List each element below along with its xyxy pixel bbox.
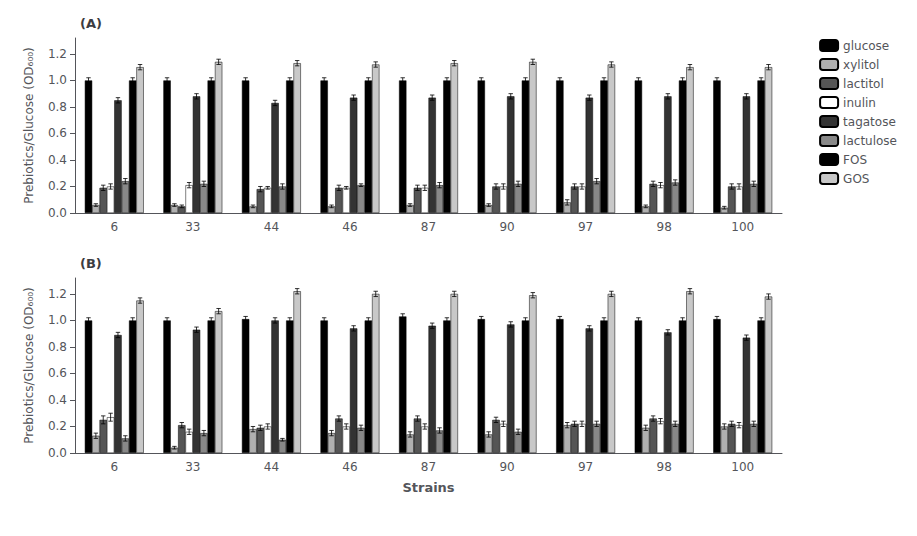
svg-text:6: 6 (110, 460, 118, 474)
svg-text:0.8: 0.8 (48, 340, 67, 354)
svg-text:0.4: 0.4 (48, 153, 67, 167)
svg-text:xylitol: xylitol (843, 58, 879, 72)
svg-text:Strains: Strains (402, 480, 454, 495)
svg-text:(B): (B) (80, 256, 102, 271)
svg-text:90: 90 (499, 220, 514, 234)
svg-text:lactitol: lactitol (843, 77, 884, 91)
svg-text:33: 33 (185, 460, 200, 474)
svg-text:98: 98 (657, 460, 672, 474)
svg-text:lactulose: lactulose (843, 134, 897, 148)
svg-text:0.8: 0.8 (48, 100, 67, 114)
svg-text:97: 97 (578, 220, 593, 234)
svg-text:Prebiotics/Glucose (OD₆₀₀): Prebiotics/Glucose (OD₆₀₀) (22, 287, 36, 443)
svg-text:glucose: glucose (843, 39, 889, 53)
svg-text:6: 6 (110, 220, 118, 234)
svg-text:tagatose: tagatose (843, 115, 896, 129)
svg-text:Prebiotics/Glucose (OD₆₀₀): Prebiotics/Glucose (OD₆₀₀) (22, 47, 36, 203)
svg-text:0.6: 0.6 (48, 366, 67, 380)
svg-text:0.0: 0.0 (48, 206, 67, 220)
svg-text:0.0: 0.0 (48, 446, 67, 460)
svg-text:1.0: 1.0 (48, 313, 67, 327)
svg-text:46: 46 (342, 220, 357, 234)
svg-text:100: 100 (731, 220, 754, 234)
svg-text:44: 44 (264, 220, 279, 234)
svg-text:0.2: 0.2 (48, 179, 67, 193)
svg-text:33: 33 (185, 220, 200, 234)
svg-text:97: 97 (578, 460, 593, 474)
svg-text:0.6: 0.6 (48, 126, 67, 140)
svg-text:inulin: inulin (843, 96, 876, 110)
svg-text:98: 98 (657, 220, 672, 234)
svg-text:46: 46 (342, 460, 357, 474)
svg-text:90: 90 (499, 460, 514, 474)
svg-text:1.2: 1.2 (48, 47, 67, 61)
svg-text:100: 100 (731, 460, 754, 474)
svg-text:GOS: GOS (843, 172, 869, 186)
svg-text:(A): (A) (80, 16, 102, 31)
svg-text:FOS: FOS (843, 153, 867, 167)
svg-text:1.0: 1.0 (48, 73, 67, 87)
svg-text:44: 44 (264, 460, 279, 474)
svg-text:0.4: 0.4 (48, 393, 67, 407)
svg-text:1.2: 1.2 (48, 287, 67, 301)
svg-text:0.2: 0.2 (48, 419, 67, 433)
svg-text:87: 87 (421, 220, 436, 234)
svg-text:87: 87 (421, 460, 436, 474)
